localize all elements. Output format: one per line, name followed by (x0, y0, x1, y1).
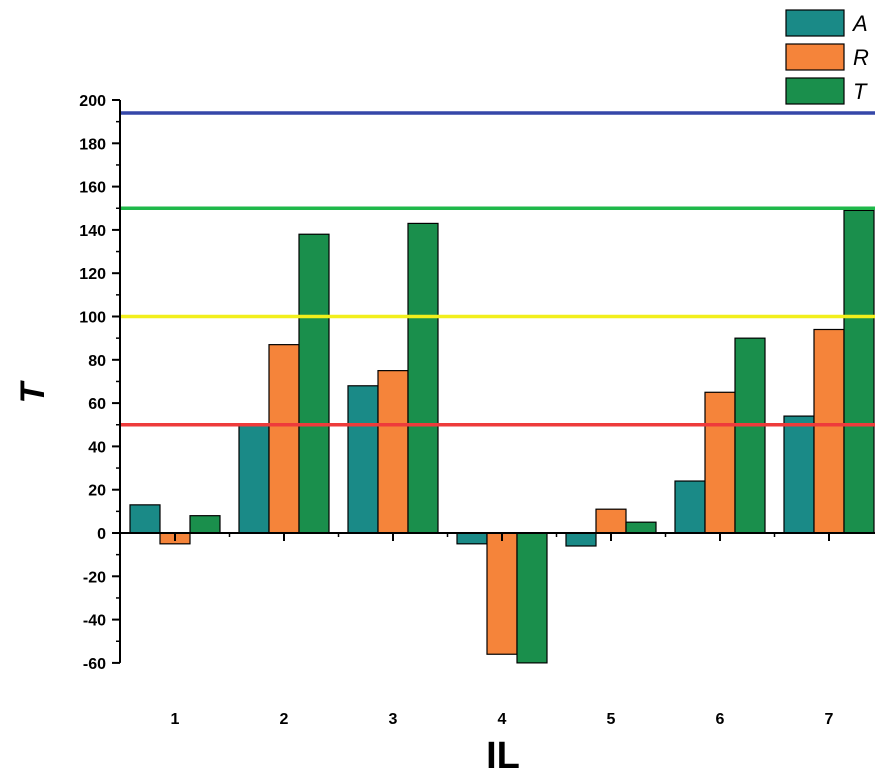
x-tick-label: 1 (171, 711, 180, 728)
bar-R-7 (813, 328, 845, 534)
y-tick-label: 200 (79, 93, 106, 110)
bar-T-6 (734, 337, 766, 534)
y-tick-label: 20 (88, 483, 106, 500)
x-tick-label: 2 (280, 711, 289, 728)
bar-A-1 (129, 504, 161, 534)
legend-swatch-T (785, 77, 845, 105)
y-tick-label: 160 (79, 180, 106, 197)
x-tick-label: 6 (716, 711, 725, 728)
legend-swatch-A (785, 9, 845, 37)
reference-lines (120, 111, 875, 427)
legend-label-R: R (853, 45, 869, 70)
x-tick-label: 7 (825, 711, 834, 728)
bar-T-2 (298, 233, 330, 534)
y-tick-label: 120 (79, 266, 106, 283)
bar-T-1 (189, 515, 221, 534)
legend-label-A: A (851, 11, 868, 36)
legend: ART (785, 9, 869, 105)
bar-T-7 (843, 209, 875, 534)
bar-R-2 (268, 344, 300, 534)
bar-T-4 (516, 532, 548, 664)
x-tick-label: 3 (389, 711, 398, 728)
y-tick-label: 140 (79, 223, 106, 240)
axes: -60 -40 -20 0 20 40 60 80 100 120 140 160 180 200 1 2 3 4… (79, 93, 875, 728)
y-tick-label: 40 (88, 439, 106, 456)
x-tick-label: 4 (498, 711, 507, 728)
x-axis-title: IL (486, 735, 520, 770)
y-tick-label: 80 (88, 353, 106, 370)
y-axis-title: T (14, 379, 52, 403)
bar-T-5 (625, 521, 657, 534)
y-tick-label: 0 (97, 526, 106, 543)
y-tick-label: -40 (83, 613, 106, 630)
bar-A-7 (783, 415, 815, 534)
bar-T-3 (407, 222, 439, 534)
bar-A-3 (347, 385, 379, 534)
legend-label-T: T (853, 79, 868, 104)
y-tick-label: 180 (79, 136, 106, 153)
y-tick-label: -60 (83, 656, 106, 673)
bar-A-5 (565, 532, 597, 547)
legend-swatch-R (785, 43, 845, 71)
y-tick-label: -20 (83, 569, 106, 586)
bar-A-2 (238, 424, 270, 534)
bar-R-6 (704, 391, 736, 534)
y-tick-label: 60 (88, 396, 106, 413)
bar-R-4 (486, 532, 518, 655)
x-tick-label: 5 (607, 711, 616, 728)
bars (129, 209, 875, 664)
bar-R-5 (595, 508, 627, 534)
bar-A-4 (456, 532, 488, 545)
bar-A-6 (674, 480, 706, 534)
y-tick-label: 100 (79, 310, 106, 327)
bar-R-3 (377, 370, 409, 534)
